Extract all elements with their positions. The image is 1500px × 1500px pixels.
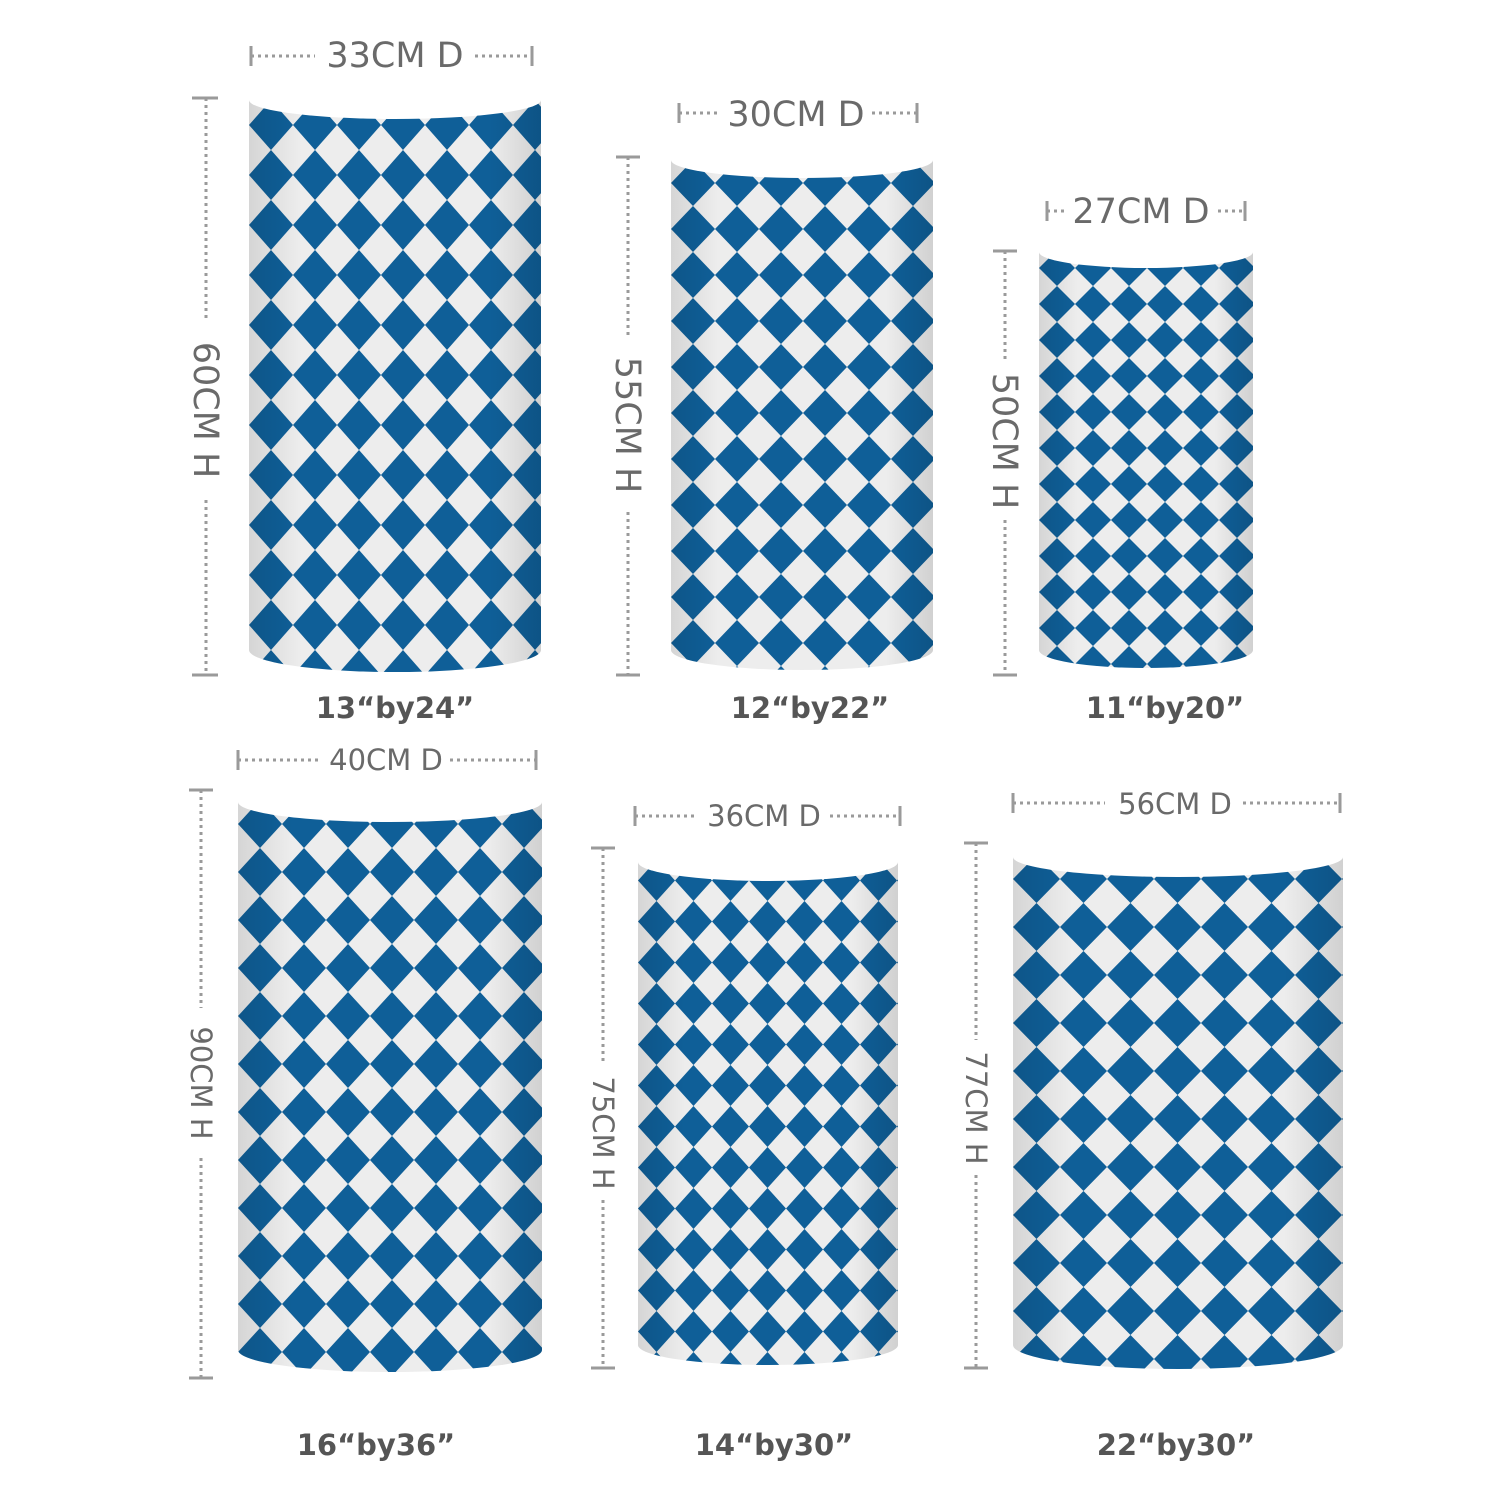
size-label: 13“by24” xyxy=(316,691,475,725)
diameter-dimension-5: 36CM D xyxy=(633,799,902,833)
height-label: 75CM H xyxy=(586,1076,620,1189)
size-label: 11“by20” xyxy=(1086,691,1245,725)
diameter-label: 27CM D xyxy=(1072,192,1209,232)
diameter-dimension-4: 40CM D xyxy=(236,743,538,777)
diameter-label: 40CM D xyxy=(329,743,443,777)
height-label: 90CM H xyxy=(184,1026,218,1139)
size-label: 12“by22” xyxy=(731,691,890,725)
cylinder-6: 56CM D 77CM H 22“by30” xyxy=(959,787,1343,1462)
cylinder-body-5 xyxy=(638,843,898,1365)
size-label: 22“by30” xyxy=(1097,1428,1256,1462)
height-label: 77CM H xyxy=(959,1051,993,1164)
height-label: 55CM H xyxy=(607,357,647,494)
height-dimension-1: 60CM H xyxy=(185,96,225,677)
cylinder-body-2 xyxy=(671,142,933,670)
diameter-label: 33CM D xyxy=(326,36,463,76)
height-dimension-6: 77CM H xyxy=(959,841,993,1370)
height-dimension-4: 90CM H xyxy=(184,788,218,1380)
cylinder-4: 40CM D 90CM H 16“by36” xyxy=(184,743,542,1462)
cylinder-5: 36CM D 75CM H 14“by30” xyxy=(586,799,902,1462)
cylinder-3: 27CM D 50CM H 11“by20” xyxy=(984,192,1253,725)
diameter-label: 30CM D xyxy=(727,95,864,135)
height-label: 60CM H xyxy=(185,342,225,479)
cylinder-body-3 xyxy=(1039,236,1253,668)
size-label: 16“by36” xyxy=(297,1428,456,1462)
diameter-label: 36CM D xyxy=(707,799,821,833)
height-dimension-3: 50CM H xyxy=(984,249,1024,677)
cylinder-1: 33CM D 60CM H 13“by24” xyxy=(185,36,541,725)
cylinder-body-6 xyxy=(1013,837,1343,1369)
size-label: 14“by30” xyxy=(695,1428,854,1462)
cylinder-body-1 xyxy=(249,81,541,672)
height-dimension-2: 55CM H xyxy=(607,155,647,677)
cylinder-body-4 xyxy=(238,782,542,1372)
cylinder-2: 30CM D 55CM H 12“by22” xyxy=(607,95,933,725)
diameter-dimension-6: 56CM D xyxy=(1011,787,1342,821)
diameter-dimension-1: 33CM D xyxy=(249,36,534,76)
height-label: 50CM H xyxy=(984,373,1024,510)
diameter-label: 56CM D xyxy=(1118,787,1232,821)
diameter-dimension-3: 27CM D xyxy=(1045,192,1247,232)
height-dimension-5: 75CM H xyxy=(586,846,620,1370)
diameter-dimension-2: 30CM D xyxy=(677,95,919,135)
